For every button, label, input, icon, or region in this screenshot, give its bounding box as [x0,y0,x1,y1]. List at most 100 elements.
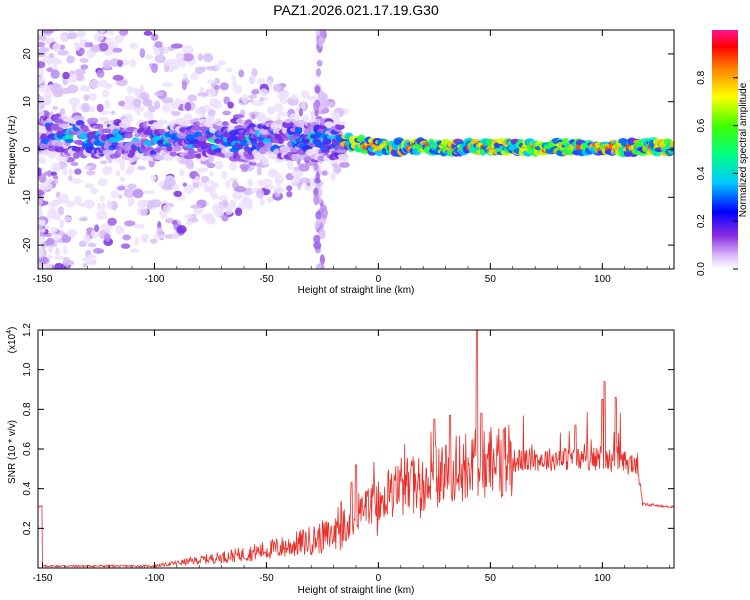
heatmap-cell [115,169,121,177]
heatmap-cell [53,255,65,260]
heatmap-cell [101,202,106,212]
heatmap-cell [176,225,187,234]
heatmap-cell [153,48,161,56]
heatmap-cell [262,96,269,102]
heatmap-cell [163,142,172,148]
x-tick-label: 50 [485,573,497,584]
heatmap-cell [126,86,133,94]
heatmap-cell [124,95,136,106]
heatmap-cell [214,160,224,170]
heatmap-cell [183,155,196,160]
y-tick-label: 0.4 [22,481,33,495]
heatmap-cell [206,162,216,169]
heatmap-cell [76,8,81,14]
heatmap-cell [38,61,46,69]
heatmap-cell [216,195,228,201]
heatmap-cell [66,229,78,238]
heatmap-cell [37,287,45,297]
heatmap-cell [86,117,99,125]
heatmap-cell [57,206,65,216]
heatmap-cell [209,171,214,177]
heatmap-cell [36,23,42,28]
heatmap-cell [58,123,70,128]
heatmap-cell [170,43,183,49]
heatmap-cell [140,209,148,216]
heatmap-cell [201,175,210,183]
heatmap-cell [107,30,115,36]
heatmap-cell [295,127,303,135]
heatmap-cell [156,119,169,125]
heatmap-cell [181,80,187,91]
heatmap-cell [41,2,49,12]
heatmap-cell [77,30,85,39]
heatmap-cell [114,34,124,44]
heatmap-cell [118,194,123,199]
heatmap-cell [57,3,64,12]
spectrogram-x-label: Height of straight line (km) [298,285,415,296]
heatmap-cell [194,107,204,114]
heatmap-cell [106,200,113,210]
heatmap-cell [96,69,105,78]
heatmap-cell [37,288,42,297]
heatmap-cell [37,3,44,7]
heatmap-cell [319,254,325,266]
heatmap-cell [183,184,195,194]
heatmap-cell [317,228,326,240]
heatmap-cell [66,55,76,64]
heatmap-cell [38,189,45,196]
heatmap-cell [235,186,247,193]
heatmap-cell [357,134,366,142]
heatmap-cell [219,82,229,91]
colorbar-tick-label: 0.8 [696,70,707,84]
y-tick-label: 0 [22,146,33,152]
x-tick-label: 100 [594,573,611,584]
heatmap-cell [281,120,294,129]
heatmap-cell [48,52,55,59]
heatmap-cell [247,178,253,188]
heatmap-cell [35,285,41,293]
heatmap-cell [38,77,43,86]
snr-panel: -150 -100 -50 0 50 100 0.2 0.4 0.6 0.8 1.0 1.2 Hei… [6,323,675,596]
heatmap-cell [118,100,126,107]
heatmap-cell [298,163,310,172]
heatmap-cell [251,113,256,120]
heatmap-cell [100,160,108,165]
snr-series-line [38,330,674,568]
heatmap-cell [110,190,120,199]
heatmap-cell [38,219,46,226]
heatmap-cell [173,58,183,68]
heatmap-cell [297,183,302,190]
y-tick-label: 0.6 [22,442,33,456]
heatmap-cell [38,211,44,217]
y-tick-label: -10 [22,190,33,205]
heatmap-cell [89,79,101,89]
heatmap-cell [150,199,162,208]
heatmap-cell [136,107,142,117]
heatmap-cell [132,188,144,199]
heatmap-cell [127,197,135,206]
heatmap-cell [133,223,146,229]
heatmap-cell [59,107,66,116]
heatmap-cell [248,161,257,166]
heatmap-cell [279,97,290,104]
heatmap-cell [97,177,108,187]
heatmap-cell [65,200,76,208]
heatmap-cell [49,12,54,22]
heatmap-cell [272,83,284,92]
y-tick-label: 0.8 [22,402,33,416]
heatmap-cell [291,153,299,162]
colorbar-tick-label: 0.6 [696,118,707,132]
y-tick-label: 0.2 [22,521,33,535]
heatmap-cell [164,177,176,187]
heatmap-cell [169,151,178,157]
heatmap-cell [232,191,244,200]
colorbar-gradient [712,30,738,269]
heatmap-cell [83,234,91,244]
heatmap-cell [51,14,60,19]
heatmap-cell [100,223,113,232]
heatmap-cell [117,185,126,191]
heatmap-cell [88,42,94,47]
x-tick-label: -150 [32,573,52,584]
heatmap-cell [120,227,125,233]
heatmap-cell [221,214,229,222]
